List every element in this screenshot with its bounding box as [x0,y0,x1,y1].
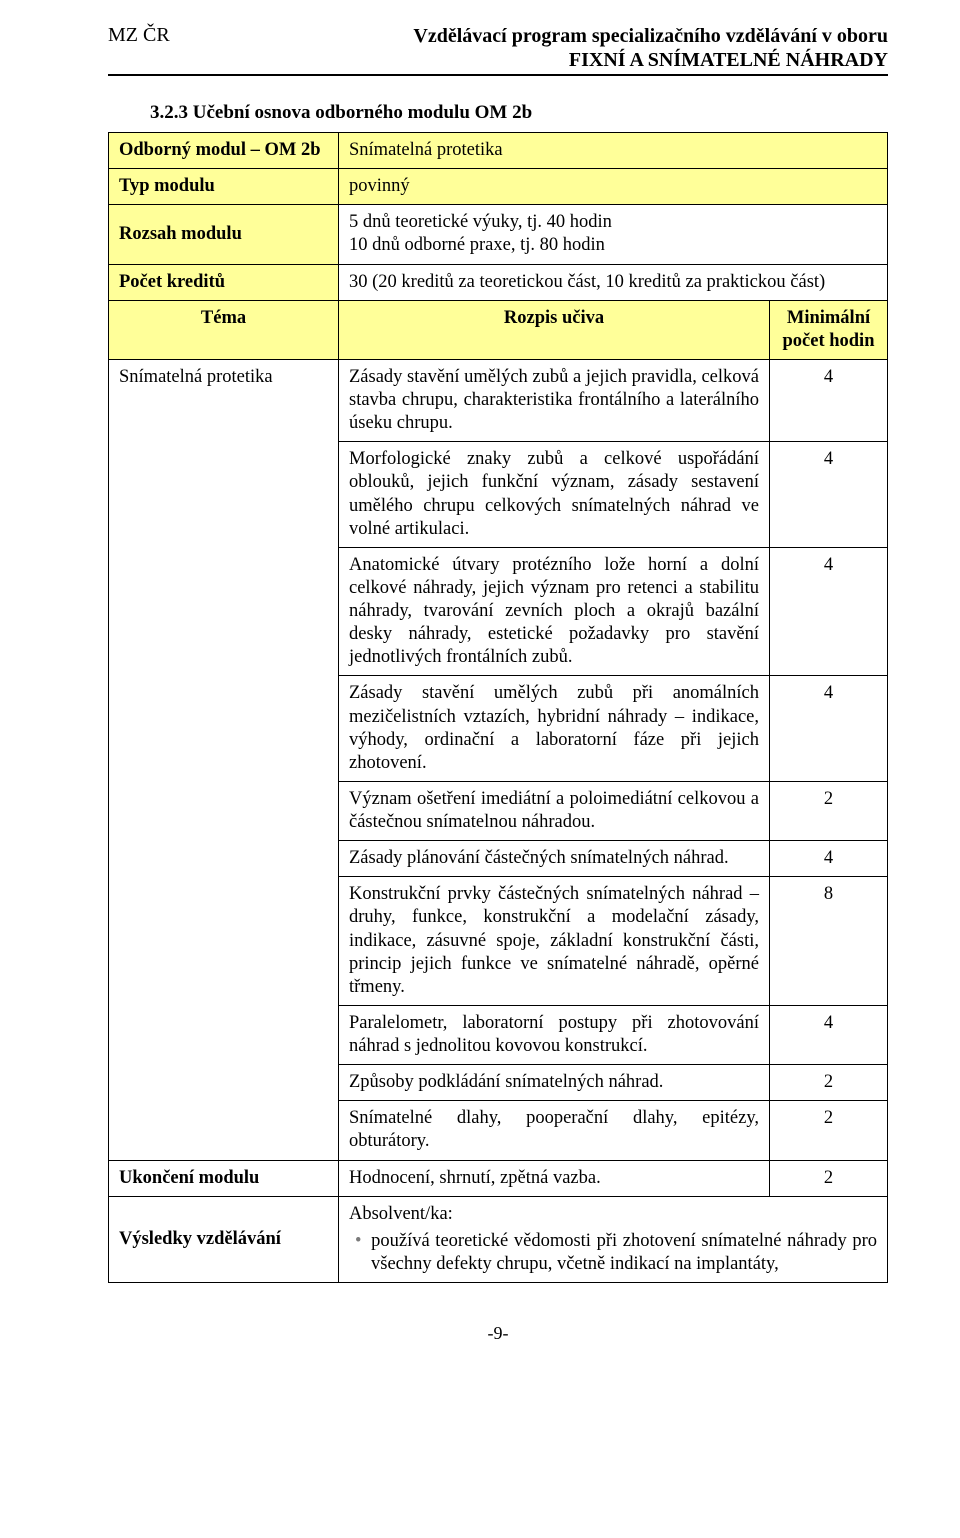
min-hours-header: Minimální počet hodin [770,300,888,359]
curriculum-text: Zásady plánování částečných snímatelných… [339,841,770,877]
theme-header: Téma [109,300,339,359]
curriculum-hours: 2 [770,1065,888,1101]
curriculum-hours: 4 [770,1005,888,1064]
curriculum-hours: 4 [770,676,888,782]
curriculum-header: Rozpis učiva [339,300,770,359]
ending-hours: 2 [770,1160,888,1196]
curriculum-hours: 4 [770,359,888,441]
header-title: Vzdělávací program specializačního vzděl… [413,24,888,72]
extent-line1: 5 dnů teoretické výuky, tj. 40 hodin [349,212,612,232]
curriculum-text: Způsoby podkládání snímatelných náhrad. [339,1065,770,1101]
section-heading: 3.2.3 Učební osnova odborného modulu OM … [150,102,888,124]
row-outcomes: Výsledky vzdělávání Absolvent/ka: použív… [109,1196,888,1282]
header-title-line2: FIXNÍ A SNÍMATELNÉ NÁHRADY [569,49,888,71]
module-label: Odborný modul – OM 2b [109,133,339,169]
outcomes-bullets: používá teoretické vědomosti při zhotove… [349,1230,877,1276]
curriculum-text: Paralelometr, laboratorní postupy při zh… [339,1005,770,1064]
credits-value: 30 (20 kreditů za teoretickou část, 10 k… [339,264,888,300]
row-headers: Téma Rozpis učiva Minimální počet hodin [109,300,888,359]
curriculum-row: Snímatelná protetika Zásady stavění uměl… [109,359,888,441]
outcomes-content: Absolvent/ka: používá teoretické vědomos… [339,1196,888,1282]
module-value: Snímatelná protetika [339,133,888,169]
curriculum-text: Morfologické znaky zubů a celkové uspořá… [339,442,770,548]
curriculum-text: Zásady stavění umělých zubů při anomální… [339,676,770,782]
curriculum-hours: 4 [770,442,888,548]
curriculum-text: Význam ošetření imediátní a poloimediátn… [339,781,770,840]
row-extent: Rozsah modulu 5 dnů teoretické výuky, tj… [109,205,888,264]
topic-cell: Snímatelná protetika [109,359,339,1160]
curriculum-text: Zásady stavění umělých zubů a jejich pra… [339,359,770,441]
row-type: Typ modulu povinný [109,169,888,205]
outcomes-intro: Absolvent/ka: [349,1204,453,1224]
header-title-line1: Vzdělávací program specializačního vzděl… [413,25,888,47]
page-container: MZ ČR Vzdělávací program specializačního… [0,0,960,1374]
curriculum-hours: 2 [770,1101,888,1160]
curriculum-hours: 8 [770,877,888,1006]
curriculum-hours: 4 [770,547,888,676]
curriculum-text: Konstrukční prvky částečných snímatelnýc… [339,877,770,1006]
row-module: Odborný modul – OM 2b Snímatelná proteti… [109,133,888,169]
page-header: MZ ČR Vzdělávací program specializačního… [108,24,888,76]
ending-value: Hodnocení, shrnutí, zpětná vazba. [339,1160,770,1196]
header-left: MZ ČR [108,24,170,47]
curriculum-table: Odborný modul – OM 2b Snímatelná proteti… [108,132,888,1283]
row-credits: Počet kreditů 30 (20 kreditů za teoretic… [109,264,888,300]
outcomes-bullet: používá teoretické vědomosti při zhotove… [371,1230,877,1276]
extent-value: 5 dnů teoretické výuky, tj. 40 hodin 10 … [339,205,888,264]
curriculum-hours: 2 [770,781,888,840]
row-ending: Ukončení modulu Hodnocení, shrnutí, zpět… [109,1160,888,1196]
curriculum-text: Anatomické útvary protézního lože horní … [339,547,770,676]
credits-label: Počet kreditů [109,264,339,300]
ending-label: Ukončení modulu [109,1160,339,1196]
curriculum-text: Snímatelné dlahy, pooperační dlahy, epit… [339,1101,770,1160]
type-label: Typ modulu [109,169,339,205]
outcomes-label: Výsledky vzdělávání [109,1196,339,1282]
curriculum-hours: 4 [770,841,888,877]
extent-label: Rozsah modulu [109,205,339,264]
page-footer: -9- [108,1323,888,1344]
extent-line2: 10 dnů odborné praxe, tj. 80 hodin [349,235,605,255]
type-value: povinný [339,169,888,205]
